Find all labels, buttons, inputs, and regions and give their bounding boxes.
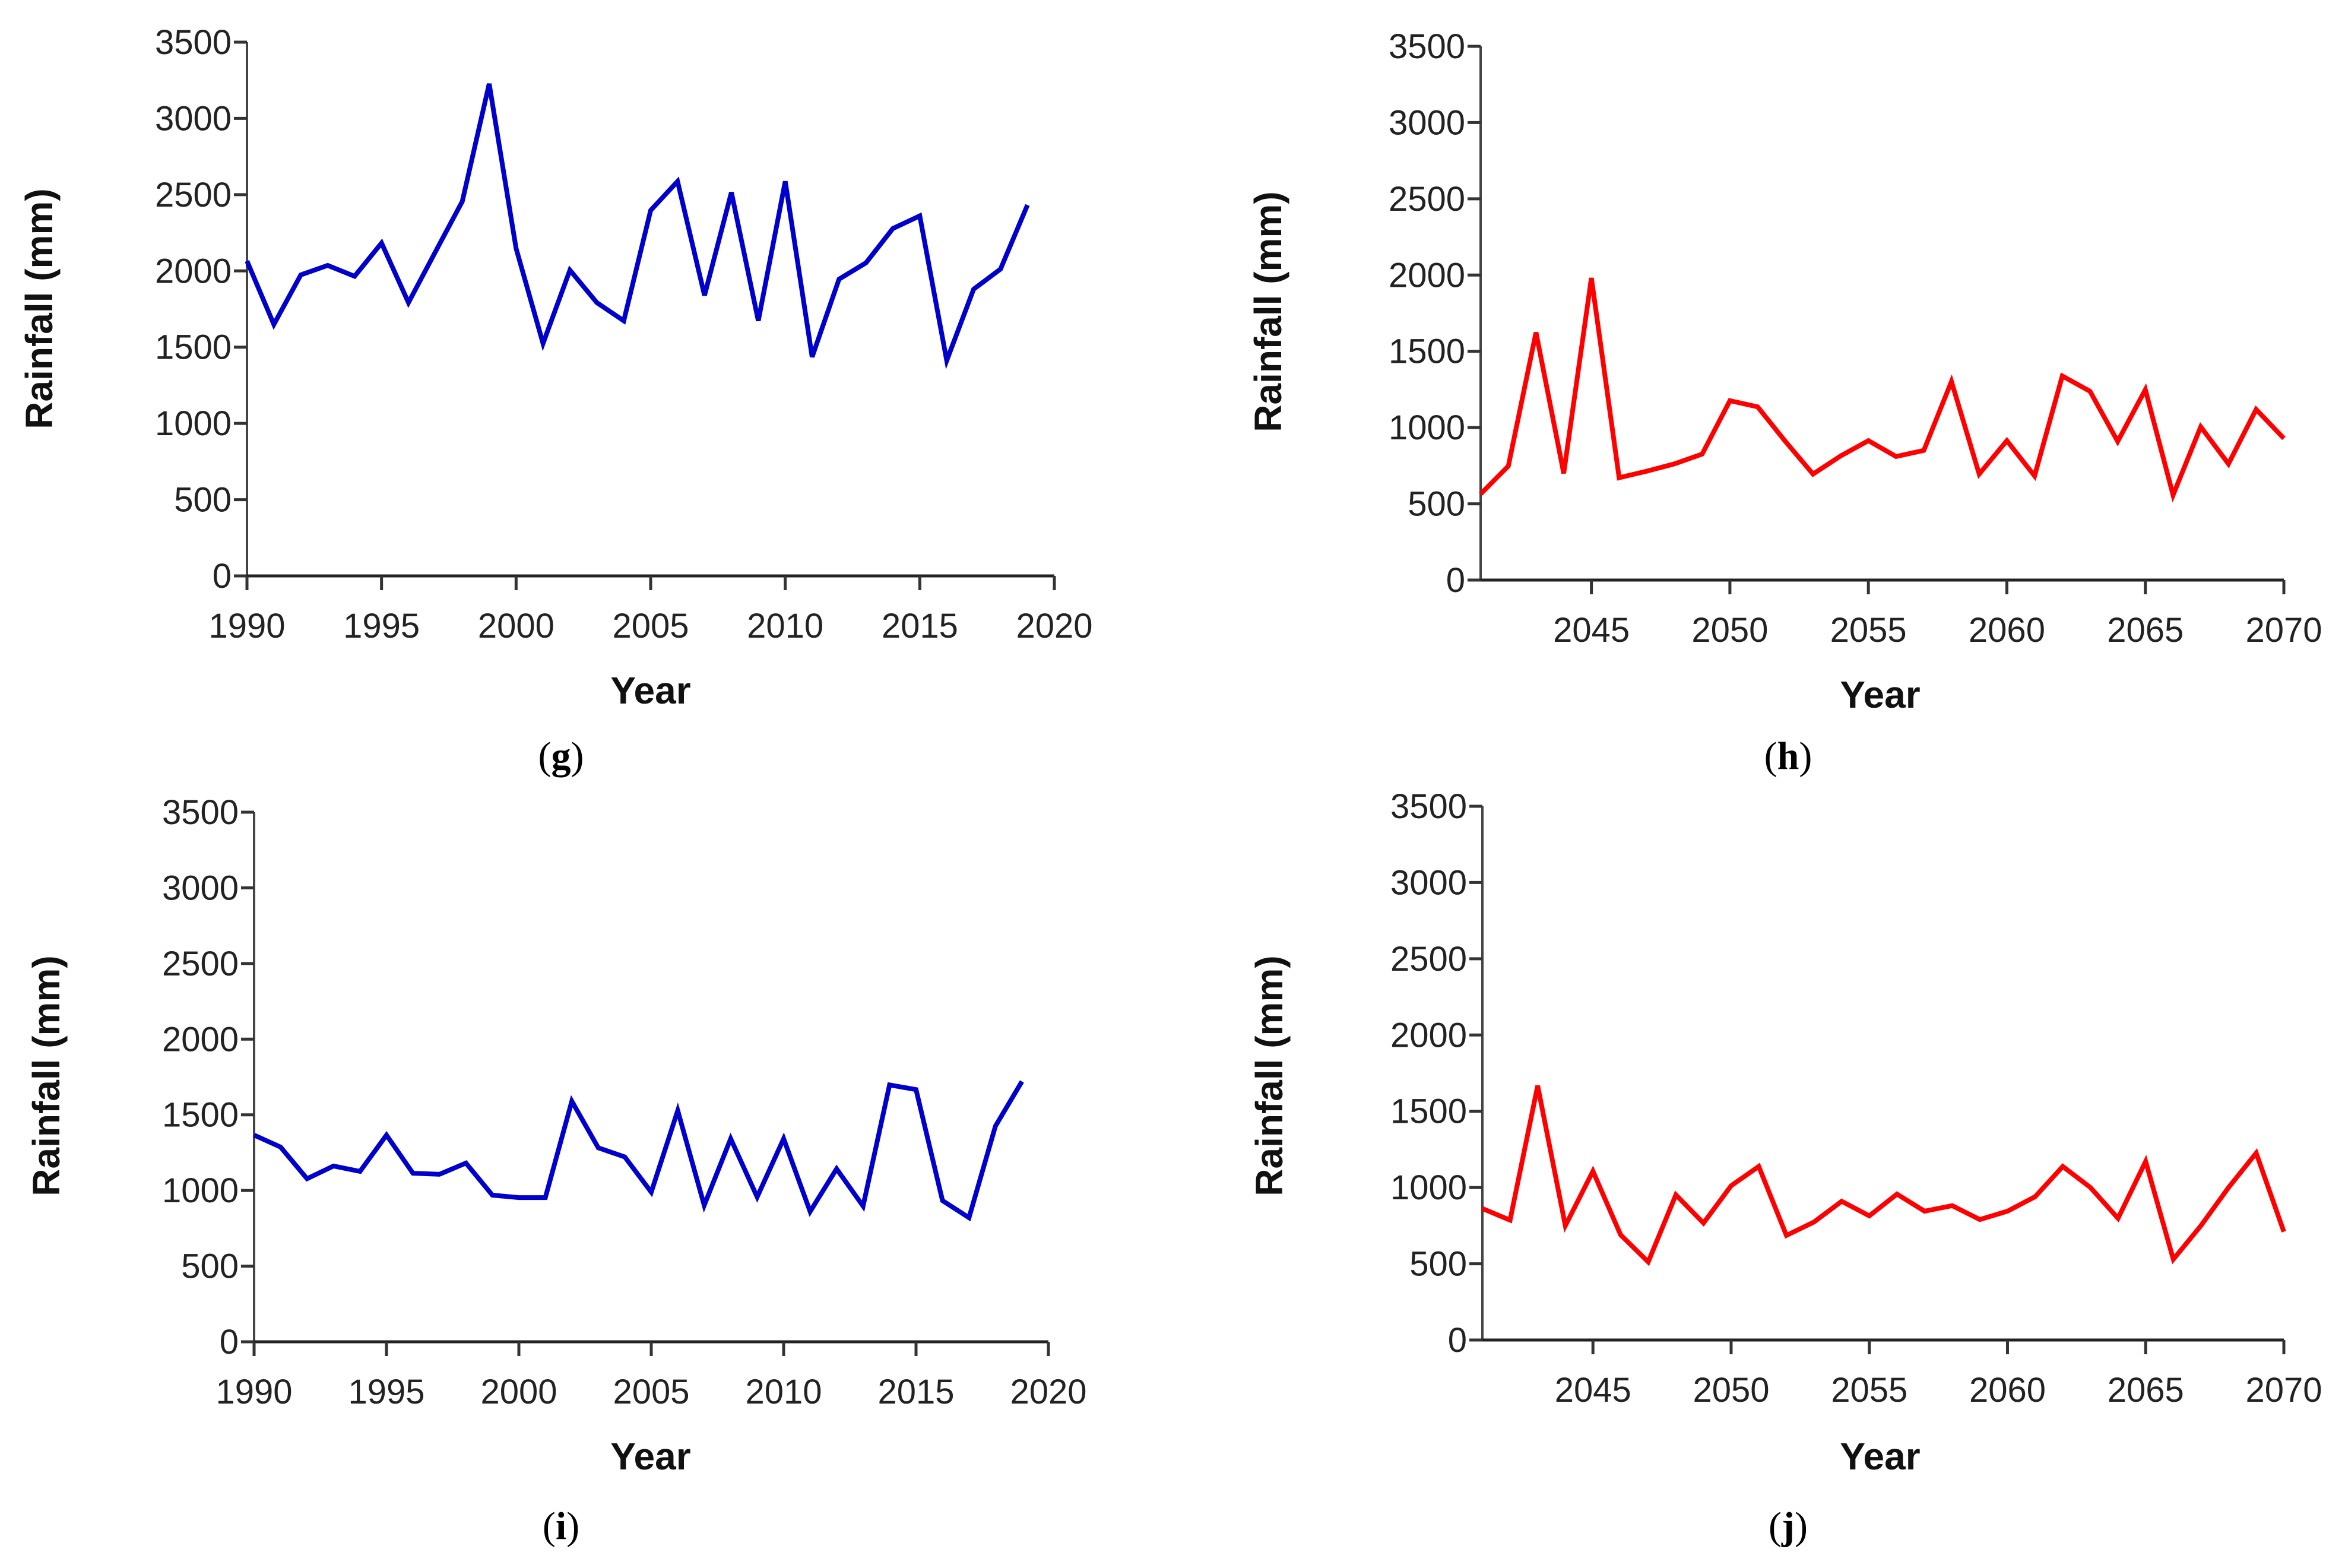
x-tick-label: 2065 <box>2108 1371 2184 1409</box>
y-tick-label: 2500 <box>155 176 232 214</box>
x-tick-label: 2020 <box>1010 1373 1086 1411</box>
y-tick-label: 2000 <box>1390 1016 1467 1054</box>
rainfall-series-line <box>1481 1085 2286 1266</box>
panel-label: (i) <box>543 1504 579 1548</box>
y-tick-label: 3000 <box>1389 103 1465 142</box>
y-tick-label: 3500 <box>162 793 239 832</box>
y-tick-label: 0 <box>220 1323 239 1361</box>
x-tick-label: 2010 <box>747 607 823 645</box>
panel-label: (h) <box>1764 734 1812 778</box>
x-tick-label: 2005 <box>612 607 689 645</box>
x-tick-label: 2050 <box>1693 1371 1769 1409</box>
y-tick-label: 3500 <box>155 23 232 62</box>
rainfall-series-line <box>1479 277 2286 503</box>
rainfall-series-line <box>245 83 1030 370</box>
rainfall-series-line <box>253 1080 1024 1222</box>
y-tick-label: 1500 <box>1390 1092 1467 1131</box>
panel-label: (g) <box>538 734 584 778</box>
y-axis-title: Rainfall (mm) <box>18 188 61 429</box>
x-tick-label: 2055 <box>1830 611 1907 650</box>
x-tick-label: 2070 <box>2245 1371 2322 1409</box>
y-tick-label: 3000 <box>1390 863 1467 902</box>
y-tick-label: 500 <box>181 1247 239 1286</box>
x-tick-label: 2005 <box>613 1373 689 1411</box>
x-tick-label: 2000 <box>478 607 554 645</box>
x-tick-label: 1995 <box>343 607 420 645</box>
x-tick-label: 2045 <box>1555 1371 1631 1409</box>
y-tick-label: 1000 <box>162 1171 239 1210</box>
y-tick-label: 0 <box>1446 561 1465 600</box>
panel-label: (j) <box>1769 1504 1808 1548</box>
x-axis-title: Year <box>1840 1435 1920 1478</box>
y-axis-title: Rainfall (mm) <box>25 955 68 1196</box>
chart-i: Rainfall (mm) Year (i) 0 500 1000 1500 2000 2… <box>25 793 1087 1548</box>
x-tick-label: 2060 <box>1969 1371 2046 1409</box>
y-tick-label: 500 <box>1408 485 1465 524</box>
panel-letter: h <box>1777 734 1799 778</box>
y-tick-label: 2500 <box>162 945 239 983</box>
y-tick-label: 3500 <box>1390 787 1467 826</box>
panel-letter: i <box>556 1504 566 1548</box>
x-tick-label: 2070 <box>2245 611 2322 650</box>
y-tick-label: 0 <box>213 557 232 595</box>
y-tick-label: 3000 <box>155 99 232 138</box>
y-tick-label: 0 <box>1448 1321 1467 1360</box>
y-tick-label: 500 <box>174 481 232 520</box>
panel-letter: g <box>552 734 571 778</box>
y-tick-label: 1500 <box>1389 332 1465 371</box>
y-tick-label: 1500 <box>162 1096 239 1135</box>
x-axis-title: Year <box>610 669 690 712</box>
y-tick-label: 3000 <box>162 869 239 907</box>
x-tick-label: 2020 <box>1016 607 1092 645</box>
x-tick-label: 2015 <box>882 607 958 645</box>
x-tick-label: 2000 <box>480 1373 557 1411</box>
y-tick-label: 3500 <box>1389 27 1465 66</box>
x-tick-label: 2055 <box>1831 1371 1907 1409</box>
x-axis-title: Year <box>1840 673 1920 716</box>
x-tick-label: 1990 <box>216 1373 292 1411</box>
y-tick-label: 1000 <box>1390 1168 1467 1207</box>
y-tick-label: 2000 <box>1389 256 1465 294</box>
x-tick-label: 2050 <box>1691 611 1768 650</box>
y-tick-label: 1500 <box>155 328 232 367</box>
chart-h: Rainfall (mm) Year (h) 0 500 1000 1500 2000 2… <box>1247 27 2322 778</box>
chart-g: Rainfall (mm) Year (g) 0 500 1000 1500 2000 2… <box>18 23 1093 778</box>
y-tick-label: 1000 <box>1389 408 1465 447</box>
y-tick-label: 2000 <box>155 252 232 290</box>
chart-j: Rainfall (mm) Year (j) 0 500 1000 1500 2000 2… <box>1248 787 2322 1548</box>
x-tick-label: 2015 <box>877 1373 954 1411</box>
y-tick-label: 1000 <box>155 404 232 443</box>
panel-letter: j <box>1781 1504 1795 1548</box>
x-tick-label: 2065 <box>2107 611 2184 650</box>
y-tick-label: 2500 <box>1390 940 1467 978</box>
x-tick-label: 1990 <box>208 607 285 645</box>
y-axis-title: Rainfall (mm) <box>1247 191 1289 432</box>
x-tick-label: 1995 <box>348 1373 424 1411</box>
y-tick-label: 500 <box>1409 1245 1467 1284</box>
y-axis-title: Rainfall (mm) <box>1248 955 1291 1196</box>
x-tick-label: 2045 <box>1553 611 1630 650</box>
x-axis-title: Year <box>610 1435 690 1478</box>
x-tick-label: 2060 <box>1969 611 2045 650</box>
y-tick-label: 2000 <box>162 1020 239 1059</box>
y-tick-label: 2500 <box>1389 180 1465 218</box>
x-tick-label: 2010 <box>745 1373 822 1411</box>
